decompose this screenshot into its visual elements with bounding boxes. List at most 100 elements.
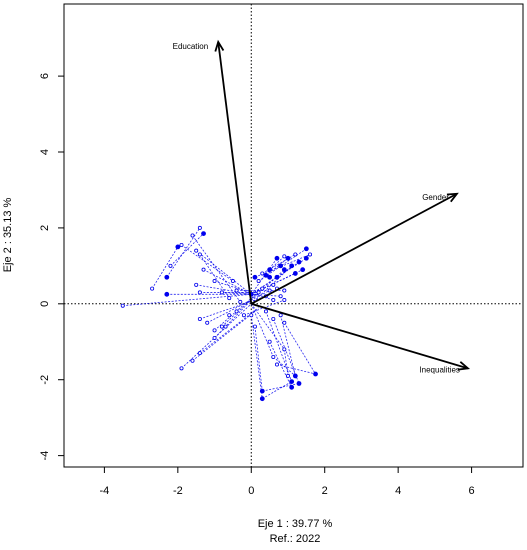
data-point: [278, 263, 284, 269]
arrow-head: [214, 39, 225, 52]
arrow-head: [446, 192, 459, 203]
data-point: [303, 246, 309, 252]
data-point: [282, 288, 287, 293]
connection-segment: [272, 318, 300, 384]
data-point: [249, 313, 254, 318]
arrow-line: [217, 41, 253, 304]
data-point: [197, 290, 202, 295]
y-tick-label: 2: [39, 225, 51, 231]
y-axis: -4 -2 0 2 4 6: [39, 73, 65, 461]
data-point: [282, 347, 287, 352]
connection-segment: [251, 269, 285, 301]
data-point: [285, 255, 291, 261]
data-point: [197, 316, 202, 321]
data-point: [267, 267, 273, 273]
connection-segment: [199, 307, 259, 354]
data-point: [120, 303, 125, 308]
connection-segment: [262, 383, 300, 392]
connection-segment: [276, 364, 316, 375]
data-point: [212, 335, 217, 340]
data-point: [293, 252, 298, 257]
data-point: [205, 320, 210, 325]
data-point: [292, 271, 298, 276]
chart-subtitle: Ref.: 2022: [270, 533, 321, 545]
data-point: [263, 309, 268, 314]
data-point: [267, 274, 273, 280]
connection-segment: [192, 311, 256, 362]
data-point: [263, 272, 269, 278]
connection-segments: [122, 227, 316, 400]
data-point: [219, 324, 224, 329]
connection-segment: [250, 315, 263, 399]
x-tick-label: 0: [248, 485, 254, 497]
connection-segment: [265, 311, 293, 382]
data-point: [296, 381, 302, 386]
data-point: [267, 288, 272, 293]
data-point: [212, 279, 217, 284]
data-point: [234, 288, 239, 293]
connection-segment: [250, 265, 292, 305]
connection-segment: [195, 250, 252, 295]
connection-segment: [283, 322, 316, 375]
data-point: [238, 299, 243, 304]
data-point: [292, 373, 298, 379]
data-point: [201, 267, 206, 272]
data-point: [197, 252, 202, 257]
data-point: [300, 267, 306, 273]
arrow-head: [457, 361, 471, 371]
data-point: [190, 233, 195, 238]
data-point: [271, 316, 276, 321]
connection-segment: [214, 299, 252, 339]
connection-segment: [250, 303, 285, 350]
data-point: [227, 313, 232, 318]
connection-segment: [207, 290, 270, 324]
data-point: [194, 248, 199, 253]
data-point: [194, 282, 199, 287]
plot-frame: [63, 3, 524, 468]
data-point: [164, 291, 170, 297]
data-point: [201, 231, 206, 237]
connection-segment: [283, 349, 289, 376]
data-point: [267, 339, 272, 344]
x-tick-label: 4: [395, 485, 401, 497]
data-point: [212, 328, 217, 333]
connection-segment: [151, 246, 179, 289]
data-point: [219, 290, 224, 295]
data-points: [120, 225, 318, 402]
connection-segment: [269, 341, 293, 388]
data-point: [303, 255, 309, 261]
data-point: [260, 271, 265, 276]
data-point: [164, 274, 170, 280]
data-point: [278, 294, 283, 299]
data-point: [227, 296, 232, 301]
data-point: [281, 267, 287, 273]
x-tick-label: 6: [469, 485, 475, 497]
data-point: [289, 384, 295, 390]
data-point: [223, 324, 228, 329]
data-point: [260, 286, 265, 291]
arrow-line: [250, 192, 458, 305]
variable-arrows: Education Gender Inequalities: [173, 39, 471, 374]
data-point: [313, 371, 318, 377]
x-tick-label: 2: [322, 485, 328, 497]
connection-segment: [280, 315, 296, 377]
data-point: [150, 286, 155, 291]
data-point: [289, 263, 295, 269]
data-point: [289, 379, 295, 385]
connection-segment: [203, 269, 252, 295]
y-axis-title: Eje 2 : 35.13 %: [2, 197, 14, 272]
connection-segment: [166, 227, 201, 278]
x-tick-label: -2: [173, 485, 183, 497]
data-point: [197, 351, 202, 356]
connection-segment: [250, 303, 274, 358]
data-point: [179, 366, 184, 371]
y-tick-label: -2: [39, 375, 51, 385]
arrow-label: Gender: [422, 193, 449, 202]
y-tick-label: 0: [39, 301, 51, 307]
data-point: [197, 225, 202, 230]
reference-lines: [64, 4, 523, 467]
x-axis-title: Eje 1 : 39.77 %: [258, 518, 333, 530]
data-point: [168, 263, 173, 268]
data-point: [179, 242, 184, 247]
